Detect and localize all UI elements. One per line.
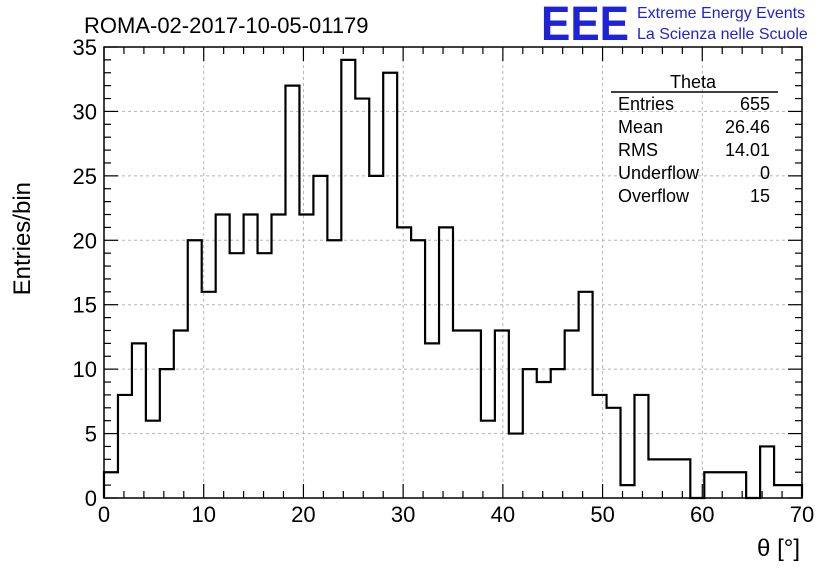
histogram-bin [788,485,802,498]
histogram-bin [718,472,732,498]
x-tick-label: 30 [391,502,415,527]
plot-frame [103,46,803,499]
stats-row-value: 0 [760,163,770,183]
y-axis-title: Entries/bin [9,182,36,295]
histogram-bin [760,446,774,498]
x-tick-label: 20 [291,502,315,527]
histogram-bin [467,330,481,498]
histogram-bin [662,459,676,498]
histogram-bin [369,176,383,498]
histogram-bin [732,472,746,498]
histogram-bin [383,73,397,498]
histogram-bin [648,459,662,498]
histogram-bin [495,330,509,498]
histogram-bin [397,227,411,498]
stats-row-label: Mean [618,117,663,137]
eee-logo: EEE Extreme Energy Events La Scienza nel… [541,0,808,51]
stats-row-label: Entries [618,94,674,114]
histogram-bin [299,215,313,498]
x-tick-label: 0 [98,502,110,527]
histogram-bin [174,330,188,498]
histogram-bin [341,60,355,498]
histogram-bin [509,434,523,498]
stats-row-value: 15 [750,186,770,206]
histogram-bin [118,395,132,498]
logo-letters: EEE [541,0,629,51]
logo-line-2: La Scienza nelle Scuole [637,26,808,43]
histogram-bin [593,395,607,498]
x-tick-label: 40 [491,502,515,527]
histogram-bin [425,343,439,498]
y-tick-label: 5 [85,422,97,447]
y-tick-label: 15 [73,293,97,318]
histogram-bin [272,215,286,498]
histogram-bin [565,330,579,498]
chart-title: ROMA-02-2017-10-05-01179 [84,13,369,38]
histogram-bin [676,459,690,498]
histogram-bin [285,86,299,498]
stats-title: Theta [670,72,717,92]
histogram-bin [258,253,272,498]
y-tick-label: 25 [73,164,97,189]
histogram-bin [146,421,160,498]
y-tick-label: 35 [73,35,97,60]
histogram-bin [704,472,718,498]
x-tick-label: 60 [690,502,714,527]
x-tick-labels: 0 10 20 30 40 50 60 70 [98,502,814,527]
histogram-bin [313,176,327,498]
y-tick-label: 0 [85,486,97,511]
stats-row-label: Overflow [618,186,690,206]
stats-row-label: Underflow [618,163,700,183]
histogram-bin [230,253,244,498]
y-tick-label: 20 [73,228,97,253]
x-tick-label: 10 [191,502,215,527]
stats-row-label: RMS [618,140,658,160]
stats-rows: Entries 655 Mean 26.46 RMS 14.01 Underflow 0 Ove… [618,94,770,206]
histogram-bin [439,227,453,498]
x-tick-label: 70 [790,502,814,527]
y-tick-label: 30 [73,99,97,124]
stats-row-value: 655 [740,94,770,114]
histogram-bin [244,215,258,498]
stats-row-value: 26.46 [725,117,770,137]
histogram-bin [537,382,551,498]
histogram-bin [481,421,495,498]
logo-line-1: Extreme Energy Events [637,5,805,22]
x-axis-title: θ [°] [757,535,800,562]
histogram-bin [132,343,146,498]
histogram-bin [634,395,648,498]
histogram-bin [453,330,467,498]
stats-box: Theta Entries 655 Mean 26.46 RMS 14.01 Underfl… [611,72,778,206]
histogram-bin [774,485,788,498]
histogram-bin [355,99,369,498]
histogram-outline [102,58,804,500]
axis-ticks [103,46,803,499]
stats-row-value: 14.01 [725,140,770,160]
y-tick-labels: 0 5 10 15 20 25 30 35 [73,35,97,511]
histogram-bin [216,215,230,498]
histogram-bin [607,408,621,498]
histogram-bin [579,292,593,498]
x-tick-label: 50 [590,502,614,527]
y-tick-label: 10 [73,357,97,382]
